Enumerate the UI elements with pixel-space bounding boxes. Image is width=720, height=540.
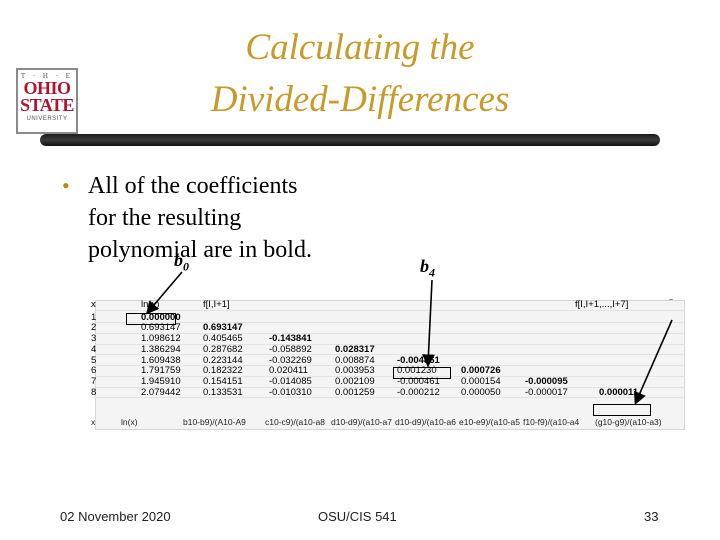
coefficient-cell: 0.000011 [599,386,639,398]
formula-col-4: d10-d9)/(a10-a6 [395,417,456,427]
logo-the-text: T · H · E [20,72,74,80]
table-cell: -0.000212 [397,386,440,398]
table-cell: 0.002109 [335,375,375,387]
formula-col-3: d10-d9)/(a10-a7 [331,417,392,427]
table-cell: -0.014085 [269,375,312,387]
table-row: 5 1.609438 0.223144 -0.032269 0.008874 -0.004… [91,354,685,367]
table-row: 8 2.079442 0.133531 -0.010310 0.001259 -0.000… [91,386,685,399]
bullet-line-2: for the resulting [88,205,242,231]
table-cell: 1.945910 [141,375,181,387]
slide-title-line-2: Divided-Differences [210,79,510,120]
title-divider-bar [40,134,660,146]
bullet-line-3: polynomial are in bold. [88,237,312,263]
footer-page-number: 33 [644,509,659,524]
formula-col-7: (g10-g9)/(a10-a3) [595,417,662,427]
b4-highlight-box [393,367,451,379]
table-cell: 0.223144 [203,354,243,366]
footer-course: OSU/CIS 541 [318,509,397,524]
table-cell: 0.008874 [335,354,375,366]
table-cell: 0.154151 [203,375,243,387]
table-row: 2 0.693147 0.693147 [91,322,685,335]
table-cell: 0.182322 [203,365,243,377]
formula-lnx: ln(x) [121,417,138,427]
table-cell: 1.791759 [141,365,181,377]
coefficient-cell: -0.004861 [397,354,440,366]
table-cell-x: 6 [91,365,97,377]
table-cell: 1.098612 [141,333,181,345]
table-cell: 0.405465 [203,333,243,345]
bullet-text: All of the coefficients for the resultin… [88,170,388,266]
table-cell: 0.001230 [397,365,437,377]
table-cell-x: 8 [91,386,97,398]
slide-title: Calculating the Divided-Differences [160,22,560,126]
table-cell: -0.032269 [269,354,312,366]
header-f7: f[I,I+1,...,I+7] [575,299,629,310]
b4-subscript: 4 [429,265,435,280]
b0-label: b0 [174,250,189,275]
divided-differences-table: x ln(x) f[I,I+1] f[I,I+1,...,I+7] 1 0.000… [91,299,685,430]
table-row: 1 0.000000 [91,311,685,324]
table-cell-x: 3 [91,333,97,345]
table-header-row: x ln(x) f[I,I+1] f[I,I+1,...,I+7] [91,299,685,311]
formula-col-2: c10-c9)/(a10-a8 [265,417,326,427]
university-logo: T · H · E OHIO STATE UNIVERSITY [16,68,78,134]
table-cell: 0.003953 [335,365,375,377]
table-row: 7 1.945910 0.154151 -0.014085 0.002109 -0.000… [91,375,685,388]
table-row: 3 1.098612 0.405465 -0.143841 [91,333,685,345]
b4-base: b [420,256,429,276]
table-row: 6 1.791759 0.182322 0.020411 0.003953 0.00123… [91,365,685,377]
coefficient-cell: -0.143841 [269,333,312,345]
coefficient-cell: 0.028317 [335,343,375,355]
slide-title-line-1: Calculating the [245,27,475,68]
table-cell-x: 5 [91,354,97,366]
table-cell-x: 4 [91,343,97,355]
table-row: 4 1.386294 0.287682 -0.058892 0.028317 [91,343,685,356]
bullet-marker: • [62,173,70,198]
footer-date: 02 November 2020 [60,509,171,524]
table-cell: -0.000017 [525,386,568,398]
table-cell: 0.020411 [269,365,308,377]
table-cell: -0.010310 [269,386,312,398]
b0-subscript: 0 [183,259,189,274]
table-cell: 1.609438 [141,354,181,366]
table-cell: 2.079442 [141,386,181,398]
formula-row: x ln(x) b10-b9)/(A10-A9 c10-c9)/(a10-a8 … [91,417,685,429]
table-cell: 0.000154 [461,375,501,387]
coefficient-cell: 0.693147 [203,322,243,334]
coefficient-cell: 0.000000 [141,311,181,323]
table-cell: 0.001259 [335,386,375,398]
table-cell: 1.386294 [141,343,181,355]
table-cell-x: 1 [91,311,97,323]
logo-ohio-text: OHIO [23,78,71,98]
formula-col-6: f10-f9)/(a10-a4 [523,417,580,427]
logo-state-text: STATE [20,95,74,115]
table-cell: 0.287682 [203,343,243,355]
table-cell: 0.693147 [141,322,181,334]
b0-highlight-box [126,313,176,325]
coefficient-cell: 0.000726 [461,365,501,377]
table-cell: -0.058892 [269,343,312,355]
table-cell: 0.000050 [461,386,501,398]
table-cell-x: 7 [91,375,97,387]
table-cell-x: 2 [91,322,97,334]
bullet-line-1: All of the coefficients [88,173,298,199]
formula-col-5: e10-e9)/(a10-a5 [459,417,520,427]
b0-base: b [174,250,183,270]
header-x: x [91,299,96,310]
table-cell: -0.000461 [397,375,440,387]
table-cell: 0.133531 [203,386,243,398]
table-background [95,300,685,430]
coefficient-cell: -0.000095 [525,375,568,387]
b4-label: b4 [420,256,435,281]
header-f1: f[I,I+1] [203,299,230,310]
b7-highlight-box [593,404,651,416]
formula-col-1: b10-b9)/(A10-A9 [183,417,246,427]
header-lnx: ln(x) [141,299,160,310]
formula-x: x [91,417,96,427]
logo-university-text: UNIVERSITY [26,116,68,122]
